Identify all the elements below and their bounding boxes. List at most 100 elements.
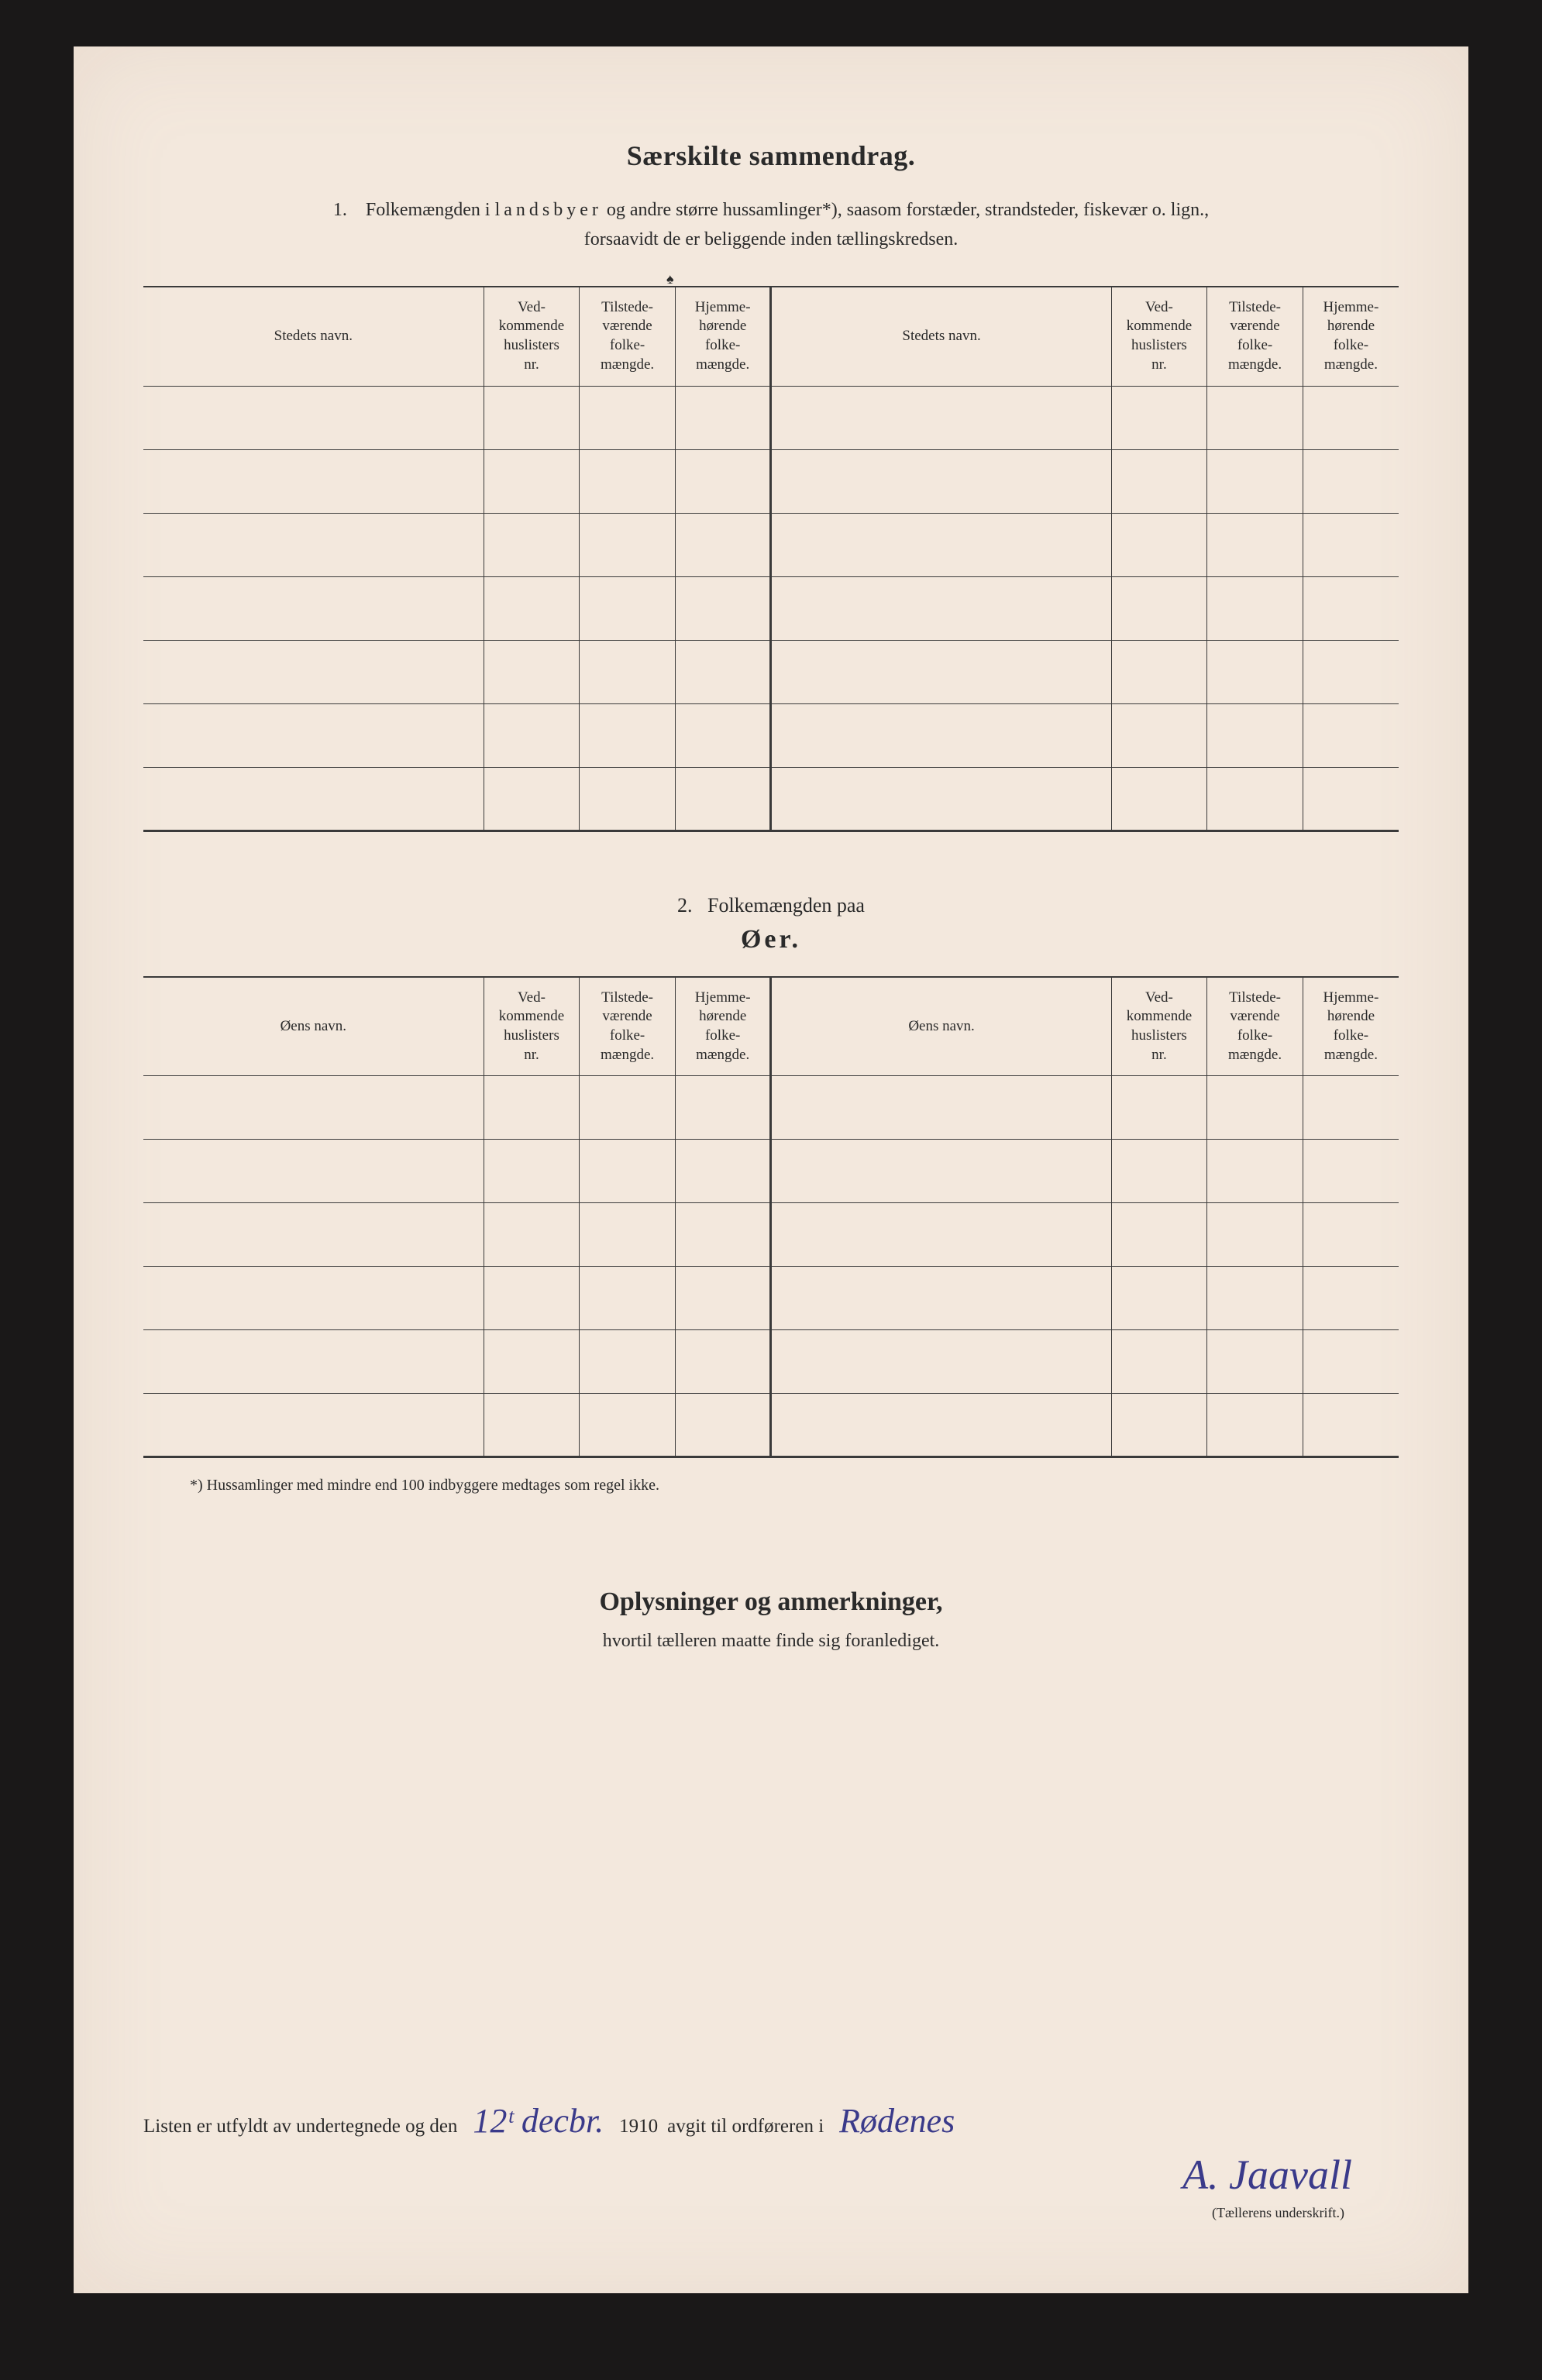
intro-text: 1. Folkemængden i landsbyer og andre stø… [143, 195, 1399, 255]
table-cell [771, 1140, 1111, 1203]
table-cell [580, 1140, 676, 1203]
table-cell [143, 640, 484, 703]
table-cell [1111, 449, 1207, 513]
th-huslisters-l: Ved-kommendehuslistersnr. [484, 287, 580, 386]
table-cell [1207, 703, 1303, 767]
table-cell [143, 1140, 484, 1203]
table-cell [580, 767, 676, 831]
table-cell [675, 767, 771, 831]
table-cell [143, 576, 484, 640]
table-cell [1303, 640, 1399, 703]
table-landsbyer: Stedets navn. Ved-kommendehuslistersnr. … [143, 286, 1399, 832]
table-cell [484, 449, 580, 513]
table-cell [675, 1330, 771, 1394]
table-cell [771, 513, 1111, 576]
table-cell [1303, 767, 1399, 831]
th-hjemme-r: Hjemme-hørendefolke-mængde. [1303, 287, 1399, 386]
table-cell [1303, 703, 1399, 767]
table-cell [771, 1203, 1111, 1267]
sig-pre1: Listen er utfyldt av undertegnede og den [143, 2116, 457, 2138]
oplysninger-title: Oplysninger og anmerkninger, [143, 1587, 1399, 1617]
table-cell [143, 1076, 484, 1140]
table-cell [1207, 1076, 1303, 1140]
th-huslisters-r: Ved-kommendehuslistersnr. [1111, 977, 1207, 1076]
table-cell [675, 513, 771, 576]
table-cell [1207, 386, 1303, 449]
table-cell [143, 386, 484, 449]
table-cell [580, 703, 676, 767]
table-cell [675, 1140, 771, 1203]
intro-line2: forsaavidt de er beliggende inden tællin… [584, 229, 959, 249]
table-cell [771, 1267, 1111, 1330]
table-row [143, 1394, 1399, 1457]
table-header-row: Øens navn. Ved-kommendehuslistersnr. Til… [143, 977, 1399, 1076]
table-cell [771, 1330, 1111, 1394]
table-cell [1207, 1267, 1303, 1330]
sig-year: 1910 [619, 2116, 658, 2138]
table-cell [484, 703, 580, 767]
table-cell [143, 703, 484, 767]
table-cell [143, 1203, 484, 1267]
table-cell [143, 1394, 484, 1457]
table-cell [580, 1076, 676, 1140]
table-cell [1303, 1394, 1399, 1457]
table-cell [771, 449, 1111, 513]
table-cell [771, 703, 1111, 767]
table-cell [1303, 513, 1399, 576]
table-cell [1207, 576, 1303, 640]
sig-pre2: avgit til ordføreren i [667, 2116, 824, 2138]
section2-number: 2. [677, 894, 693, 917]
table-cell [143, 1330, 484, 1394]
intro-part-b: landsbyer [495, 200, 602, 220]
th-hjemme-l: Hjemme-hørendefolke-mængde. [675, 977, 771, 1076]
sig-place-handwritten: Rødenes [833, 2104, 961, 2138]
table-row [143, 513, 1399, 576]
table-cell [484, 576, 580, 640]
table-row [143, 449, 1399, 513]
table-cell [1111, 703, 1207, 767]
intro-number: 1. [333, 200, 347, 220]
th-tilstede-r: Tilstede-værendefolke-mængde. [1207, 977, 1303, 1076]
table-cell [1207, 1330, 1303, 1394]
table-cell [1207, 640, 1303, 703]
table-cell [771, 576, 1111, 640]
table-row [143, 703, 1399, 767]
th-stedets-navn-l: Stedets navn. [143, 287, 484, 386]
table-cell [1111, 640, 1207, 703]
th-tilstede-l: Tilstede-værendefolke-mængde. [580, 287, 676, 386]
table-cell [1303, 449, 1399, 513]
table-cell [1303, 1140, 1399, 1203]
table-row [143, 640, 1399, 703]
section2-heading: 2. Folkemængden paa [143, 894, 1399, 917]
th-stedets-navn-r: Stedets navn. [771, 287, 1111, 386]
table-cell [580, 1267, 676, 1330]
table-cell [484, 1267, 580, 1330]
table-cell [484, 513, 580, 576]
signature-caption: (Tællerens underskrift.) [1212, 2205, 1344, 2221]
table-cell [675, 449, 771, 513]
stray-mark: ♠ [666, 271, 674, 287]
table-cell [580, 1394, 676, 1457]
table-cell [580, 640, 676, 703]
table-cell [1111, 1076, 1207, 1140]
table-row [143, 1267, 1399, 1330]
table-row [143, 386, 1399, 449]
oplysninger-subtitle: hvortil tælleren maatte finde sig foranl… [143, 1631, 1399, 1652]
th-huslisters-r: Ved-kommendehuslistersnr. [1111, 287, 1207, 386]
table-row [143, 1140, 1399, 1203]
table-cell [484, 640, 580, 703]
th-oens-navn-r: Øens navn. [771, 977, 1111, 1076]
th-oens-navn-l: Øens navn. [143, 977, 484, 1076]
table-cell [1303, 386, 1399, 449]
table-cell [1111, 1330, 1207, 1394]
table-cell [675, 1076, 771, 1140]
table-cell [675, 703, 771, 767]
table-cell [484, 1394, 580, 1457]
table-cell [580, 513, 676, 576]
table-row [143, 1203, 1399, 1267]
table-cell [675, 1203, 771, 1267]
table-cell [1111, 1267, 1207, 1330]
table-cell [580, 386, 676, 449]
table-oer: Øens navn. Ved-kommendehuslistersnr. Til… [143, 976, 1399, 1459]
table-cell [1207, 767, 1303, 831]
